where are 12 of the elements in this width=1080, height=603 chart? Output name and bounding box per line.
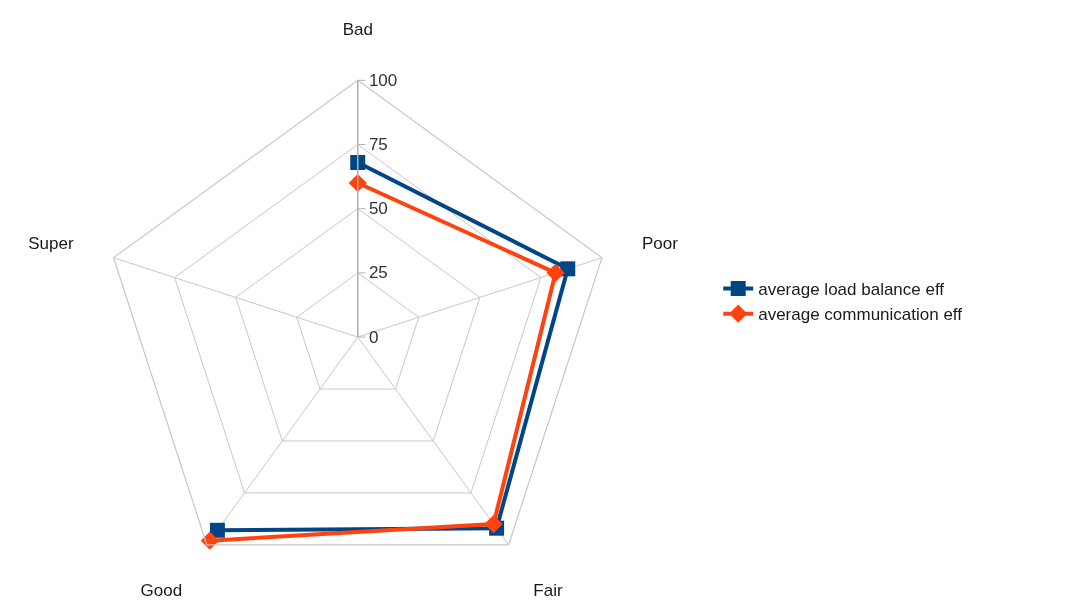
spoke-label: Super [28,234,74,254]
y-tick-label: 75 [368,135,388,155]
spoke-label: Fair [533,581,563,601]
spoke-label: Good [140,581,183,601]
spoke-label: Poor [641,234,679,254]
y-tick-label: 100 [368,70,398,90]
y-tick-label: 0 [368,327,379,347]
spoke-label: Bad [342,19,373,39]
y-tick-label: 25 [368,263,388,283]
legend-label: average load balance eff [758,280,945,300]
y-tick-label: 50 [368,199,388,219]
legend-label: average communication eff [758,305,963,325]
